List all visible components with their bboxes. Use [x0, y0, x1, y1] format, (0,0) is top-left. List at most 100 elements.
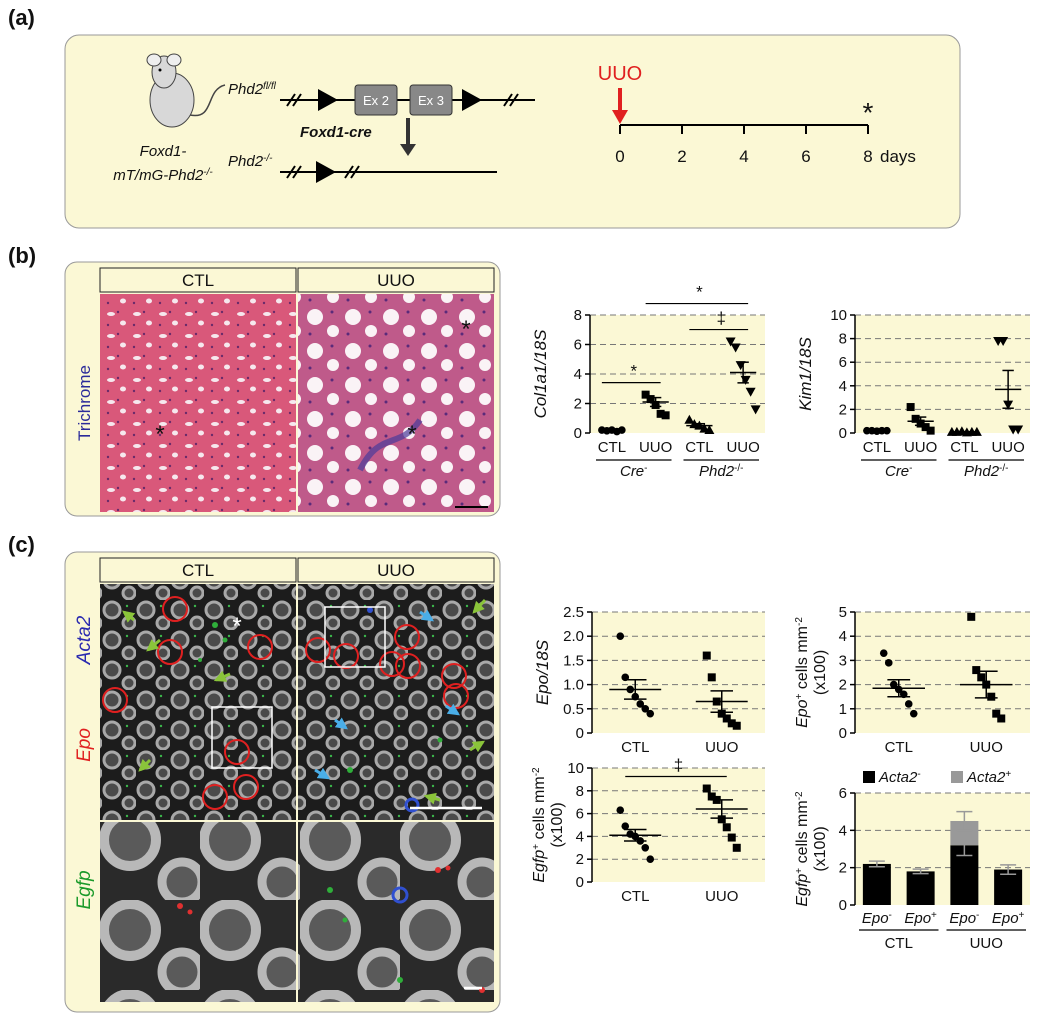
x-tick-label: 6 — [801, 147, 810, 166]
break-mark — [292, 93, 302, 107]
break-mark — [344, 165, 354, 179]
x-tick-label: UUO — [705, 888, 738, 905]
image-header-box — [297, 267, 495, 293]
plot-background — [590, 315, 765, 433]
allele-label-sup: fl/fl — [263, 81, 277, 92]
y-tick-label: 8 — [839, 331, 847, 348]
timeline: UUO 0 2 4 6 8 days * — [598, 63, 916, 166]
y-tick-label: 5 — [839, 604, 847, 621]
acta2-signal — [367, 607, 420, 904]
y-tick-label: 4 — [576, 828, 584, 845]
event-arrowhead — [612, 110, 628, 124]
cell-circle — [379, 651, 405, 677]
data-point — [998, 336, 1009, 346]
x-tick-label: CTL — [685, 439, 713, 456]
cell-circle — [305, 637, 331, 663]
y-axis-label: Epo/18S — [533, 639, 552, 705]
image-header: UUO — [377, 271, 415, 290]
allele-label: Phd2-/- — [228, 153, 273, 171]
signal-dot — [187, 909, 193, 915]
arrow — [122, 610, 136, 623]
bar-segment — [862, 863, 891, 905]
image-header: CTL — [182, 561, 214, 580]
y-tick-label: 1.5 — [563, 652, 584, 669]
data-point — [909, 709, 918, 718]
stain-label: Trichrome — [75, 365, 94, 441]
legend-label-part: Acta2 — [878, 769, 918, 786]
panel-box — [64, 34, 961, 229]
image-header: CTL — [182, 271, 214, 290]
data-point — [616, 632, 625, 640]
y-tick-label: 1.0 — [563, 677, 584, 694]
arrow — [213, 670, 231, 682]
mouse-label: mT/mG-Phd2-/- — [113, 167, 213, 185]
x-tick-label: UUO — [639, 439, 672, 456]
zoom-box — [324, 606, 386, 668]
y-tick-label: 10 — [567, 760, 584, 777]
data-point — [661, 411, 670, 420]
data-point — [702, 784, 711, 793]
zoom-box — [211, 706, 273, 769]
data-point — [921, 423, 930, 432]
panel-label: (b) — [8, 243, 36, 268]
y-axis-label-part: Epo/18S — [533, 639, 552, 705]
allele-label: Phd2fl/fl — [228, 81, 277, 99]
data-point — [646, 395, 655, 404]
y-tick-label: 2 — [839, 401, 847, 418]
micrograph — [100, 822, 296, 1002]
data-point — [967, 612, 976, 621]
legend-label-part: - — [917, 769, 920, 780]
signal-dot — [342, 917, 348, 923]
mouse-label-sup: -/- — [203, 167, 213, 178]
data-point — [646, 855, 655, 863]
break-mark — [509, 93, 519, 107]
x-tick-label: CTL — [885, 739, 913, 756]
group-label-part: -/- — [999, 463, 1008, 474]
image-header-box — [297, 557, 495, 583]
y-tick-label: 6 — [839, 785, 847, 802]
plot-background — [855, 612, 1030, 733]
significance-label: ‡ — [674, 756, 683, 775]
exon-box — [354, 84, 398, 116]
data-point — [704, 425, 715, 435]
endpoint-mark: * — [863, 97, 874, 128]
x-tick-label-part: + — [931, 910, 937, 921]
data-point — [641, 844, 650, 852]
y-tick-label: 0 — [839, 725, 847, 742]
y-tick-label: 0.5 — [563, 701, 584, 718]
arrow — [314, 767, 331, 780]
panel-label: (c) — [8, 532, 35, 557]
data-point — [889, 680, 898, 689]
loxp-site — [316, 161, 336, 183]
y-axis-label: (x100) — [812, 826, 829, 871]
data-point — [722, 714, 731, 723]
data-point — [702, 651, 711, 660]
signal-dot — [435, 867, 441, 873]
micrograph — [100, 294, 296, 512]
plot-background — [592, 768, 765, 882]
x-tick-label: Epo- — [949, 910, 979, 928]
y-tick-label: 4 — [839, 822, 847, 839]
image-header: UUO — [377, 561, 415, 580]
break-mark — [286, 165, 296, 179]
y-tick-label: 6 — [839, 354, 847, 371]
recombination-arrowhead — [400, 144, 416, 156]
micrograph — [298, 584, 494, 820]
recombinase-label: Foxd1-cre — [300, 124, 372, 141]
allele-label-sup: -/- — [263, 153, 273, 164]
signal-dot — [347, 767, 353, 773]
channel-label: Egfp — [74, 870, 95, 909]
allele-label-part: Phd2 — [228, 81, 264, 98]
y-axis-label-part: Egfp — [531, 850, 548, 883]
data-point — [727, 719, 736, 728]
x-tick-label: 8 — [863, 147, 872, 166]
x-tick-label-part: - — [976, 910, 979, 921]
data-point — [884, 659, 893, 667]
data-point — [1013, 425, 1024, 435]
x-tick-label: Epo- — [862, 910, 892, 928]
group-label: Phd2-/- — [699, 463, 744, 481]
cell-circle — [233, 774, 259, 800]
y-axis-label: (x100) — [812, 650, 829, 695]
